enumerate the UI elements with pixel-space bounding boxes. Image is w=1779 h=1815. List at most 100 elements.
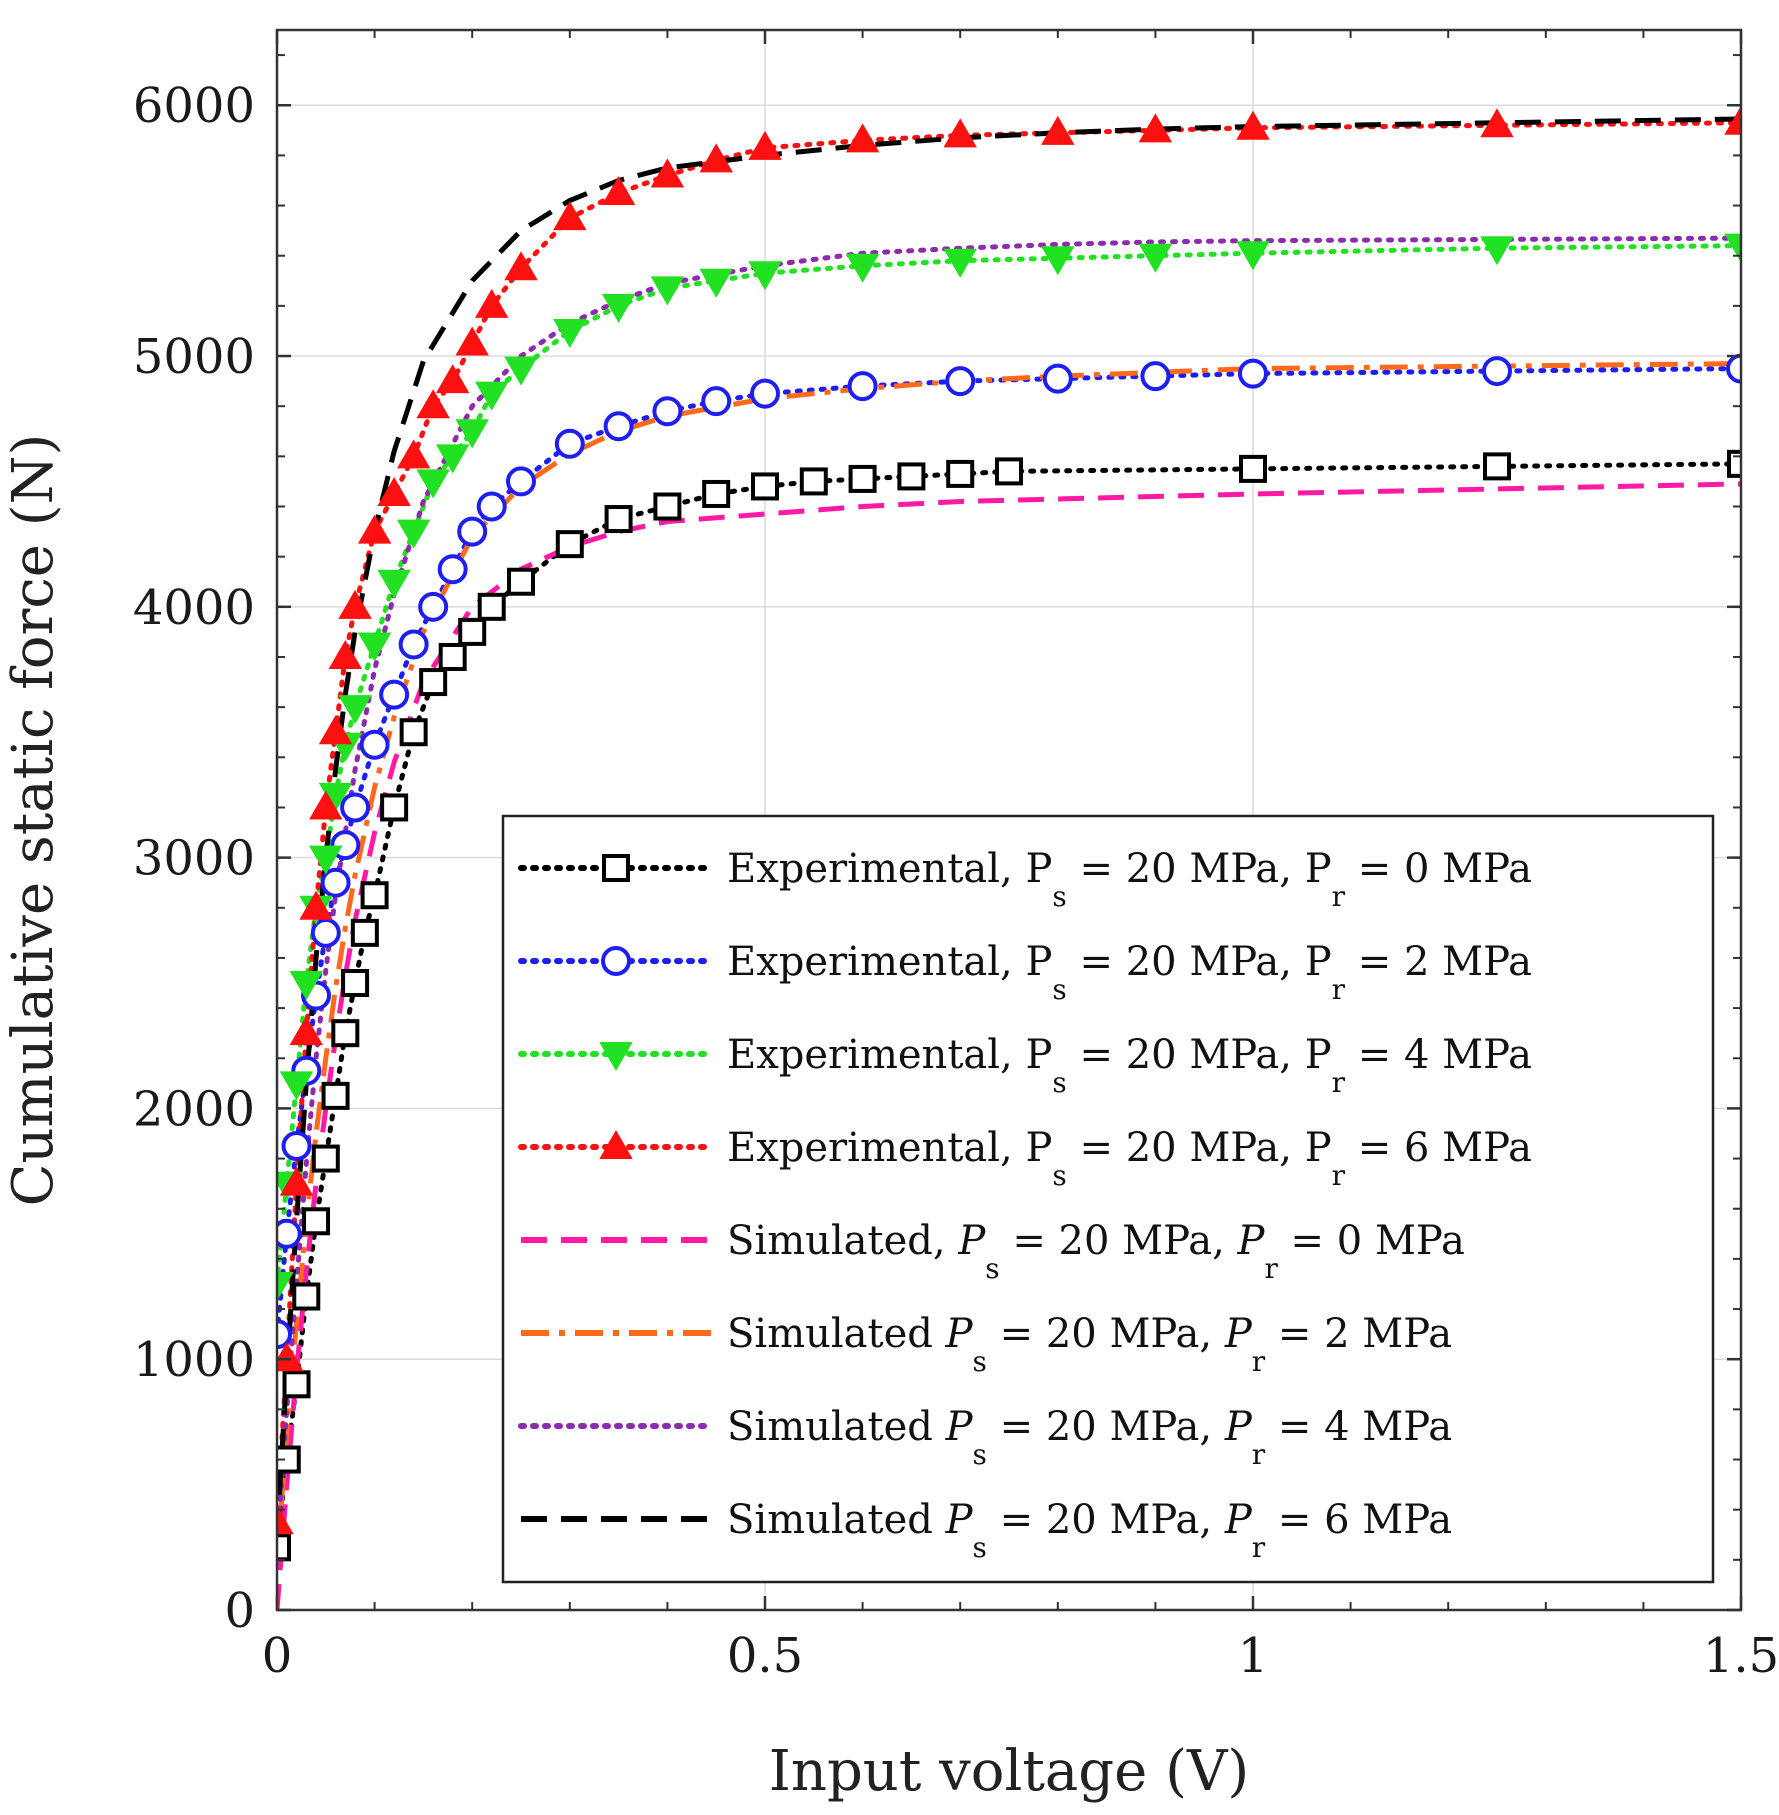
data-point <box>1480 236 1514 266</box>
data-point <box>1140 361 1171 392</box>
y-tick-label: 4000 <box>133 580 255 636</box>
legend-label-part: P <box>1025 1125 1052 1171</box>
y-axis-label: Cumulative static force (N) <box>1 434 66 1207</box>
plot-area <box>277 105 1741 1610</box>
legend-box <box>501 814 1715 1584</box>
data-point <box>1236 241 1270 271</box>
y-tick-label: 3000 <box>133 831 255 887</box>
data-point <box>418 591 449 622</box>
legend-label-part: = 6 MPa <box>1265 1497 1452 1543</box>
data-point <box>553 201 587 231</box>
legend-label-part: = 20 MPa, <box>1067 846 1305 892</box>
legend-label: Experimental, Ps = 20 MPa, Pr = 6 MPa <box>727 1125 1532 1192</box>
x-axis-label: Input voltage (V) <box>769 1739 1249 1804</box>
legend-label-part: s <box>973 1438 987 1471</box>
data-point <box>309 790 343 820</box>
series-markers <box>277 105 1741 1562</box>
data-point <box>943 118 977 148</box>
legend-label-part: = 2 MPa <box>1265 1311 1452 1357</box>
data-point <box>338 589 372 619</box>
data-point <box>845 253 880 283</box>
data-point <box>289 1016 324 1046</box>
series-line-6 <box>277 361 1741 1561</box>
legend-label-part: = 2 MPa <box>1345 939 1532 985</box>
data-point <box>438 642 467 671</box>
data-point <box>1724 233 1741 263</box>
legend-label-part: Simulated, <box>727 1218 958 1264</box>
legend-label-part: = 20 MPa, <box>1067 1125 1305 1171</box>
tick-labels: 0 0.5 1 1.5 0 1000 2000 3000 4000 5000 6000 <box>133 78 1779 1684</box>
data-point <box>320 867 351 898</box>
legend-entry: Experimental, Ps = 20 MPa, Pr = 4 MPa <box>518 1032 1532 1099</box>
legend-label-part: Simulated <box>727 1404 946 1450</box>
legend-label-part: Simulated <box>727 1497 946 1543</box>
legend-label-part: = 20 MPa, <box>987 1497 1225 1543</box>
data-point <box>748 261 782 291</box>
data-point <box>302 1207 331 1236</box>
legend-label-part: s <box>973 1531 987 1564</box>
data-point <box>507 567 535 596</box>
data-point <box>554 428 585 459</box>
legend-label-part: Experimental, <box>727 939 1025 985</box>
legend-label-part: r <box>1332 1066 1346 1099</box>
data-point <box>750 378 780 409</box>
data-point <box>279 1166 314 1196</box>
data-point <box>1239 454 1267 483</box>
data-point <box>1727 449 1741 478</box>
data-point <box>699 143 733 173</box>
legend-label: Simulated Ps = 20 MPa, Pr = 6 MPa <box>727 1497 1452 1564</box>
legend-label-part: P <box>1305 939 1332 985</box>
data-point <box>277 1218 302 1249</box>
legend-label-part: = 20 MPa, <box>987 1311 1225 1357</box>
data-point <box>398 629 429 660</box>
legend-label-part: P <box>1025 1032 1052 1078</box>
data-point <box>1726 353 1741 384</box>
legend-label-part: r <box>1332 1159 1346 1192</box>
data-point <box>1480 108 1514 138</box>
data-point <box>416 469 450 499</box>
data-point <box>602 854 630 882</box>
data-point <box>458 617 487 646</box>
data-point <box>277 1342 304 1372</box>
legend-label-part: r <box>1264 1252 1278 1285</box>
data-point <box>1238 358 1268 389</box>
data-point <box>279 1071 314 1101</box>
data-point <box>379 679 410 710</box>
legend-label-part: s <box>1052 973 1066 1006</box>
data-point <box>751 472 779 501</box>
legend-label-part: r <box>1252 1345 1266 1378</box>
data-point <box>504 251 538 281</box>
legend-label-part: P <box>945 1404 974 1450</box>
legend-label-part: = 20 MPa, <box>1067 1032 1305 1078</box>
data-point <box>504 356 538 386</box>
legend-label-part: P <box>1305 846 1332 892</box>
data-point <box>601 176 636 206</box>
data-point <box>419 668 448 697</box>
legend-label-part: = 0 MPa <box>1345 846 1532 892</box>
data-point <box>702 479 731 508</box>
legend-label-part: Experimental, <box>727 1125 1025 1171</box>
data-point <box>341 969 370 998</box>
data-point <box>292 1282 321 1311</box>
legend-label-part: = 20 MPa, <box>987 1404 1225 1450</box>
data-point <box>299 890 333 920</box>
legend-label-part: P <box>1237 1218 1266 1264</box>
data-point <box>380 793 409 822</box>
legend-label-part: P <box>1025 939 1052 985</box>
data-point <box>897 462 926 491</box>
data-point <box>1724 105 1741 135</box>
data-point <box>396 439 431 469</box>
data-point <box>1042 363 1073 394</box>
data-point <box>477 592 506 621</box>
legend-label-part: P <box>1305 1032 1332 1078</box>
data-point <box>848 464 877 493</box>
legend-entry: Simulated Ps = 20 MPa, Pr = 2 MPa <box>521 1311 1452 1378</box>
data-point <box>943 248 977 278</box>
data-point <box>1138 243 1173 273</box>
data-point <box>435 444 470 474</box>
legend-label-part: = 6 MPa <box>1345 1125 1532 1171</box>
legend-label-part: r <box>1332 973 1346 1006</box>
data-point <box>1236 110 1270 140</box>
legend-label-part: Experimental, <box>727 1032 1025 1078</box>
